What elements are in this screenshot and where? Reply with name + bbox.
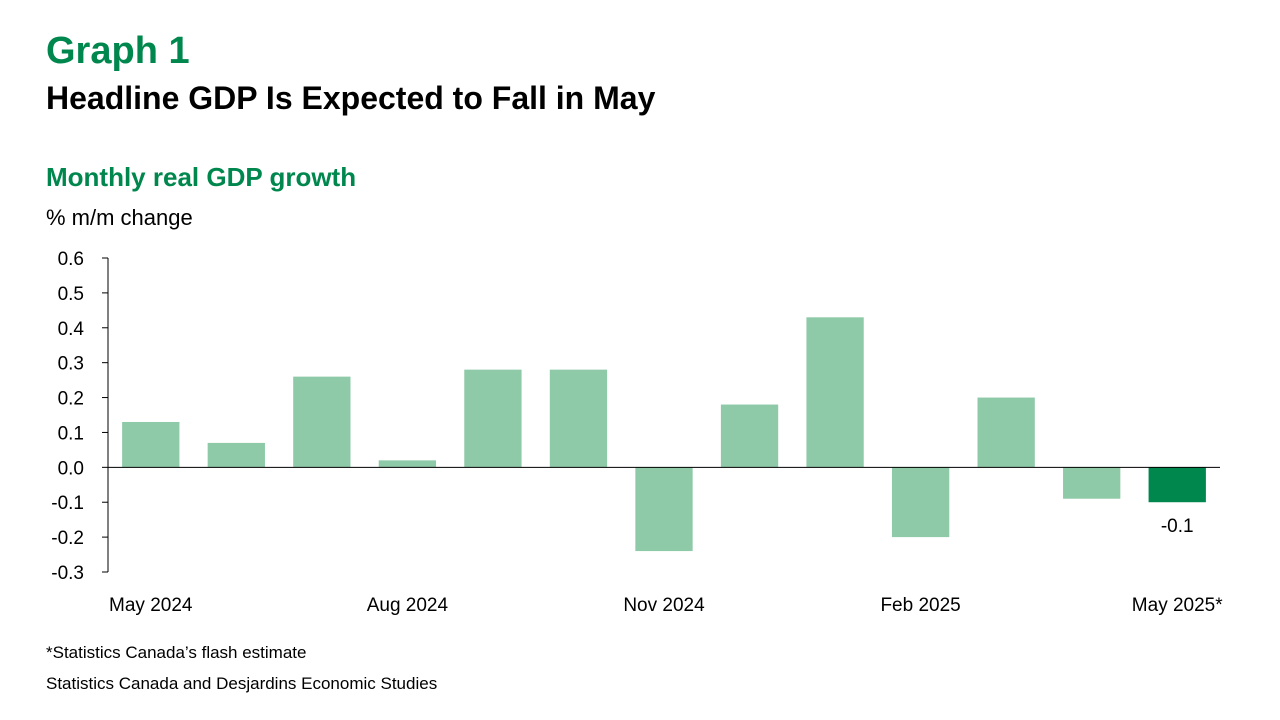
y-tick-label: 0.0 xyxy=(58,458,84,479)
source-note: Statistics Canada and Desjardins Economi… xyxy=(46,674,438,693)
x-tick-label: Nov 2024 xyxy=(623,595,705,616)
y-tick-label: -0.3 xyxy=(51,563,84,584)
bar-dec-2024 xyxy=(720,404,779,468)
y-axis-unit-label: % m/m change xyxy=(46,205,193,230)
bar-jul-2024 xyxy=(293,376,351,468)
bar-mar-2025 xyxy=(977,397,1035,468)
chart-subtitle: Monthly real GDP growth xyxy=(46,162,357,192)
bar-feb-2025 xyxy=(891,467,950,538)
bar-apr-2025 xyxy=(1063,467,1121,499)
y-tick-label: 0.4 xyxy=(58,319,85,340)
y-tick-label: 0.1 xyxy=(58,423,84,444)
bar-jun-2024 xyxy=(207,442,265,468)
bar-sep-2024 xyxy=(464,369,522,468)
bar-nov-2024 xyxy=(635,467,693,552)
bar-oct-2024 xyxy=(549,369,608,468)
graph-number: Graph 1 xyxy=(46,30,190,72)
x-tick-label: May 2025* xyxy=(1132,595,1223,616)
footnote: *Statistics Canada’s flash estimate xyxy=(46,643,307,662)
data-label: -0.1 xyxy=(1161,516,1194,537)
y-tick-label: -0.1 xyxy=(51,493,84,514)
bar-jan-2025 xyxy=(806,317,864,468)
y-tick-label: 0.6 xyxy=(58,249,84,270)
y-tick-label: -0.2 xyxy=(51,528,84,549)
bar-may-2025 xyxy=(1148,467,1206,503)
bar-aug-2024 xyxy=(378,460,437,468)
y-tick-label: 0.2 xyxy=(58,389,84,410)
bar-may-2024 xyxy=(122,421,180,468)
chart-title: Headline GDP Is Expected to Fall in May xyxy=(46,80,656,116)
y-tick-label: 0.5 xyxy=(58,284,84,305)
x-tick-label: May 2024 xyxy=(109,595,193,616)
y-tick-label: 0.3 xyxy=(58,354,84,375)
x-tick-label: Aug 2024 xyxy=(367,595,449,616)
x-tick-label: Feb 2025 xyxy=(880,595,960,616)
